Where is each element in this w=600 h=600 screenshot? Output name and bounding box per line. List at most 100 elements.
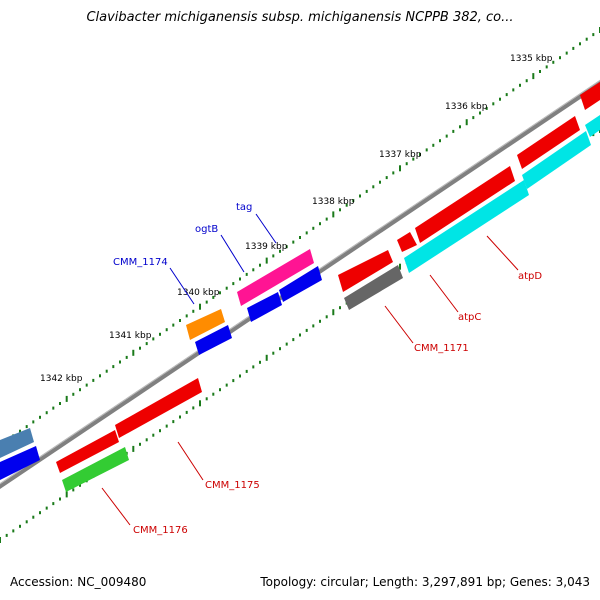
scale-tick	[472, 116, 475, 120]
map-title: Clavibacter michiganensis subsp. michiga…	[86, 10, 514, 25]
scale-tick	[159, 429, 161, 433]
gene-label-ogtB[interactable]: ogtB	[195, 224, 218, 235]
scale-tick	[212, 295, 215, 299]
gene-CMM_1174-orange[interactable]	[186, 309, 225, 340]
scale-tick	[172, 323, 175, 327]
gene-label-tag[interactable]: tag	[236, 202, 252, 213]
scale-label-1336: 1336 kbp	[445, 102, 488, 112]
scale-tick	[225, 286, 228, 290]
outer-scale	[0, 27, 600, 448]
scale-tick	[165, 424, 168, 428]
scale-tick	[339, 306, 341, 310]
scale-tick	[419, 153, 421, 156]
scale-tick	[552, 60, 555, 64]
scale-tick	[19, 429, 21, 433]
scale-tick	[19, 524, 21, 528]
scale-tick	[559, 56, 561, 60]
scale-tick	[12, 529, 15, 533]
scale-tick	[579, 42, 581, 46]
scale-tick	[305, 328, 308, 332]
gene-atpC-red[interactable]	[415, 166, 515, 243]
gene-CMM_1174-blue[interactable]	[195, 325, 232, 355]
gene-label-CMM_1175[interactable]: CMM_1175	[205, 480, 260, 491]
scale-tick	[439, 139, 441, 143]
scale-label-1335: 1335 kbp	[510, 54, 553, 64]
scale-tick	[485, 106, 488, 110]
scale-tick	[312, 226, 315, 230]
scale-tick	[85, 383, 88, 387]
scale-tick	[519, 83, 521, 87]
scale-tick	[39, 415, 41, 419]
scale-tick	[112, 365, 115, 369]
gene-ogtB-blue[interactable]	[279, 266, 322, 302]
scale-tick	[585, 37, 588, 41]
scale-tick	[292, 338, 295, 342]
scale-label-1340: 1340 kbp	[177, 288, 220, 298]
scale-tick	[65, 395, 68, 402]
scale-tick	[325, 217, 328, 221]
scale-tick	[325, 315, 328, 319]
scale-tick	[319, 319, 321, 323]
scale-tick	[479, 111, 481, 115]
scale-tick	[399, 263, 401, 270]
scale-tick	[125, 355, 128, 359]
gene-CMM_1176-red[interactable]	[56, 430, 119, 473]
gene-label-CMM_1174[interactable]: CMM_1174	[113, 257, 168, 268]
scale-tick	[92, 378, 95, 382]
scale-tick	[139, 346, 141, 350]
gene-cyan-top-right[interactable]	[585, 115, 600, 137]
gene-small-red[interactable]	[397, 232, 417, 252]
scale-tick	[165, 328, 168, 332]
scale-tick	[405, 162, 408, 166]
scale-tick	[365, 189, 368, 193]
gene-red-top-right[interactable]	[580, 82, 600, 110]
scale-tick	[285, 245, 288, 249]
gene-atpD-cyan[interactable]	[522, 131, 591, 189]
gene-label-CMM_1176[interactable]: CMM_1176	[133, 525, 188, 536]
gene-tag-magenta[interactable]	[237, 249, 314, 306]
gene-blue-left[interactable]	[0, 446, 40, 480]
scale-tick	[79, 483, 81, 487]
scale-tick	[139, 442, 141, 446]
scale-tick	[219, 291, 221, 295]
scale-tick	[259, 360, 261, 364]
scale-tick	[532, 73, 535, 80]
scale-tick	[32, 515, 35, 519]
scale-tick	[379, 180, 381, 184]
scale-tick	[152, 433, 155, 437]
gene-CMM_1176-green[interactable]	[62, 447, 129, 492]
scale-tick	[345, 203, 348, 207]
scale-tick	[592, 33, 595, 37]
gene-CMM_1171-red[interactable]	[338, 250, 393, 292]
scale-tick	[539, 70, 541, 73]
gene-steel-left[interactable]	[0, 428, 34, 458]
scale-tick	[39, 511, 41, 515]
scale-tick	[245, 272, 248, 276]
scale-tick	[332, 211, 335, 218]
gene-label-atpC[interactable]: atpC	[458, 312, 481, 323]
scale-tick	[52, 502, 55, 506]
gene-atpD-red[interactable]	[517, 116, 580, 169]
leader-lines	[101, 213, 519, 526]
scale-tick	[199, 400, 201, 407]
gene-CMM_1175-red[interactable]	[115, 378, 202, 438]
scale-tick	[212, 392, 215, 396]
scale-tick	[425, 148, 428, 152]
gene-blue-b[interactable]	[247, 292, 282, 322]
scale-tick	[492, 102, 495, 106]
scale-tick	[132, 445, 135, 452]
topology-text: Topology: circular; Length: 3,297,891 bp…	[260, 575, 590, 589]
scale-tick	[225, 383, 228, 387]
scale-tick	[152, 337, 155, 341]
gene-label-atpD[interactable]: atpD	[518, 271, 542, 282]
scale-tick	[179, 319, 181, 322]
scale-tick	[119, 360, 121, 364]
scale-tick	[199, 303, 201, 310]
gene-label-CMM_1171[interactable]: CMM_1171	[414, 343, 469, 354]
scale-tick	[292, 240, 295, 244]
gene-CMM_1171-gray[interactable]	[344, 265, 403, 310]
gene-atpC-cyan[interactable]	[404, 180, 529, 273]
scale-tick	[499, 97, 501, 101]
scale-tick	[132, 349, 135, 356]
